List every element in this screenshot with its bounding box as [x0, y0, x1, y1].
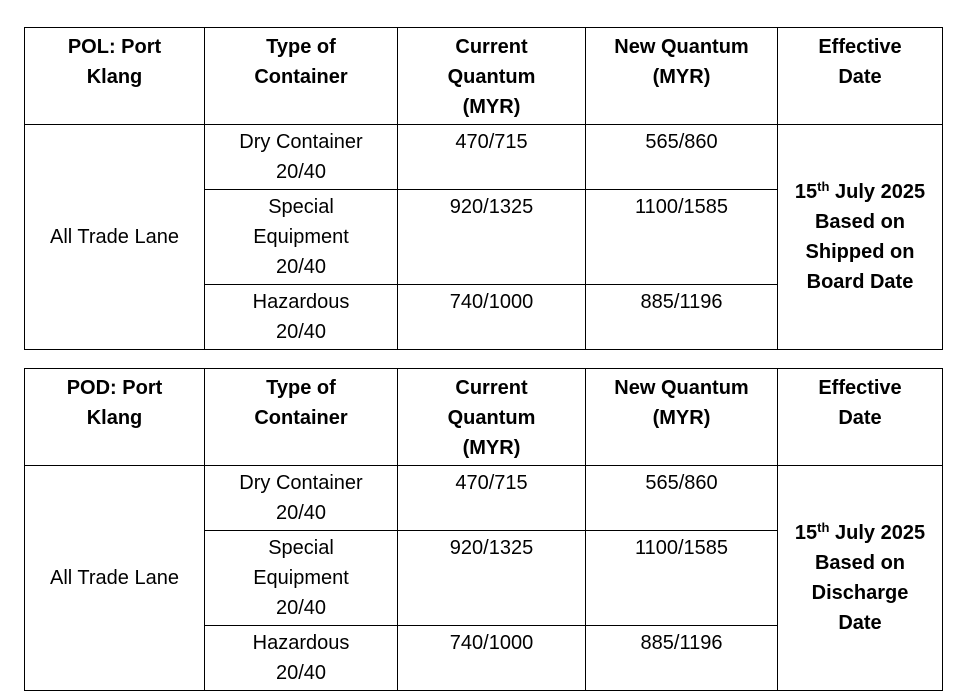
current-quantum-cell: 920/1325 — [397, 530, 586, 626]
effective-date-cell: 15th July 2025 Based on Shipped on Board… — [777, 124, 943, 350]
table-row: Special Equipment 20/40 920/1325 1100/15… — [25, 530, 943, 626]
new-quantum-cell: 885/1196 — [585, 625, 778, 691]
new-quantum-header: New Quantum (MYR) — [585, 27, 778, 125]
effective-date-cell: 15th July 2025 Based on Discharge Date — [777, 465, 943, 691]
new-quantum-cell: 565/860 — [585, 124, 778, 190]
port-header: POL: Port Klang — [24, 27, 205, 125]
container-type-cell: Dry Container 20/40 — [204, 465, 398, 531]
current-quantum-cell: 470/715 — [397, 465, 586, 531]
table-row: Special Equipment 20/40 920/1325 1100/15… — [25, 189, 943, 285]
current-quantum-header: Current Quantum (MYR) — [397, 368, 586, 466]
container-type-cell: Hazardous 20/40 — [204, 284, 398, 350]
pol-rate-table: POL: Port Klang Type of Container Curren… — [24, 27, 943, 350]
container-type-cell: Special Equipment 20/40 — [204, 530, 398, 626]
effective-date-header: Effective Date — [777, 368, 943, 466]
new-quantum-header: New Quantum (MYR) — [585, 368, 778, 466]
new-quantum-cell: 1100/1585 — [585, 189, 778, 285]
table-row: Hazardous 20/40 740/1000 885/1196 — [25, 625, 943, 691]
container-type-cell: Dry Container 20/40 — [204, 124, 398, 190]
effective-basis-text: Based on Discharge Date — [811, 552, 909, 634]
effective-date-text: 15th July 2025 — [794, 520, 926, 544]
container-type-cell: Hazardous 20/40 — [204, 625, 398, 691]
trade-lane-cell: All Trade Lane — [24, 465, 205, 691]
type-header: Type of Container — [204, 368, 398, 466]
table-row: All Trade Lane Dry Container 20/40 470/7… — [24, 465, 943, 691]
table-row: All Trade Lane Dry Container 20/40 470/7… — [24, 124, 943, 350]
current-quantum-cell: 470/715 — [397, 124, 586, 190]
container-type-cell: Special Equipment 20/40 — [204, 189, 398, 285]
header-row: POD: Port Klang Type of Container Curren… — [24, 368, 943, 466]
type-header: Type of Container — [204, 27, 398, 125]
table-row: Hazardous 20/40 740/1000 885/1196 — [25, 284, 943, 350]
current-quantum-cell: 920/1325 — [397, 189, 586, 285]
current-quantum-cell: 740/1000 — [397, 625, 586, 691]
new-quantum-cell: 885/1196 — [585, 284, 778, 350]
new-quantum-cell: 565/860 — [585, 465, 778, 531]
port-header: POD: Port Klang — [24, 368, 205, 466]
header-row: POL: Port Klang Type of Container Curren… — [24, 27, 943, 125]
trade-lane-cell: All Trade Lane — [24, 124, 205, 350]
current-quantum-cell: 740/1000 — [397, 284, 586, 350]
pod-rate-table: POD: Port Klang Type of Container Curren… — [24, 368, 943, 691]
effective-date-text: 15th July 2025 — [794, 179, 926, 203]
current-quantum-header: Current Quantum (MYR) — [397, 27, 586, 125]
effective-basis-text: Based on Shipped on Board Date — [805, 211, 915, 293]
new-quantum-cell: 1100/1585 — [585, 530, 778, 626]
effective-date-header: Effective Date — [777, 27, 943, 125]
